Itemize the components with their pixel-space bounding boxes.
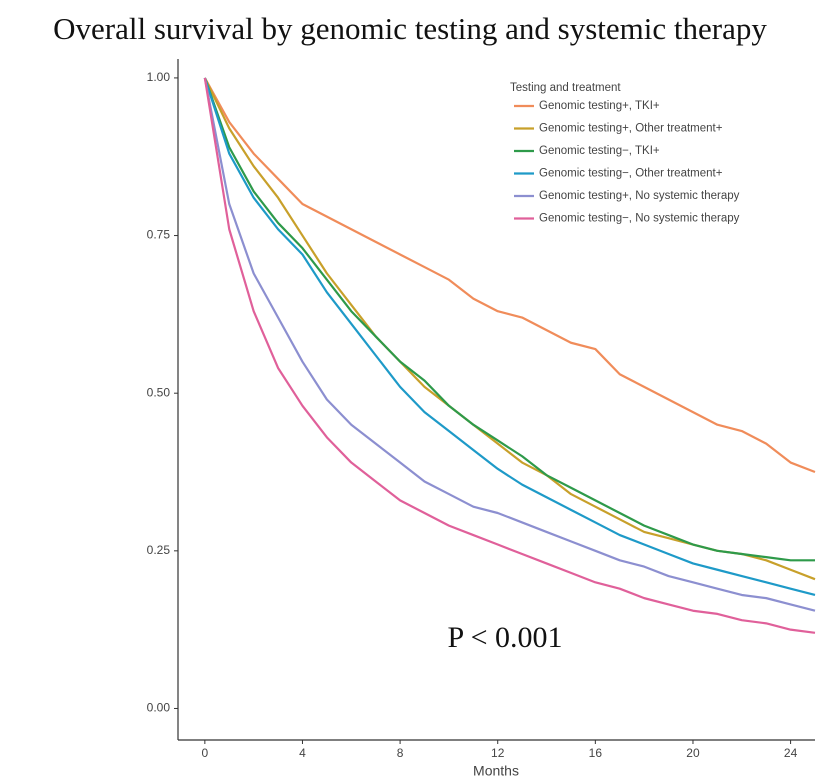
legend-label: Genomic testing+, No systemic therapy [539, 190, 740, 202]
legend-title: Testing and treatment [510, 82, 621, 94]
survival-line [203, 77, 816, 474]
y-tick-label: 0.25 [147, 543, 171, 557]
x-tick-label: 8 [397, 746, 404, 760]
survival-line [203, 77, 816, 634]
survival-line [203, 77, 816, 597]
y-tick-label: 0.75 [147, 228, 171, 242]
survival-line [203, 77, 816, 581]
y-tick-label: 0.00 [147, 701, 171, 715]
y-tick-label: 1.00 [147, 70, 171, 84]
x-tick-label: 4 [299, 746, 306, 760]
legend-label: Genomic testing+, Other treatment+ [539, 123, 723, 135]
legend-label: Genomic testing−, Other treatment+ [539, 168, 723, 180]
survival-line [203, 77, 815, 562]
x-tick-label: 0 [202, 746, 209, 760]
x-tick-label: 24 [784, 746, 798, 760]
x-tick-label: 12 [491, 746, 505, 760]
x-tick-label: 16 [589, 746, 603, 760]
legend-label: Genomic testing+, TKI+ [539, 100, 660, 112]
chart-title: Overall survival by genomic testing and … [53, 11, 767, 46]
legend-label: Genomic testing−, No systemic therapy [539, 213, 740, 225]
x-axis-label: Months [473, 763, 519, 779]
y-tick-label: 0.50 [147, 385, 171, 399]
annotation: P < 0.001 [448, 621, 563, 654]
legend-label: Genomic testing−, TKI+ [539, 145, 660, 157]
survival-line [203, 77, 816, 612]
x-tick-label: 20 [686, 746, 700, 760]
